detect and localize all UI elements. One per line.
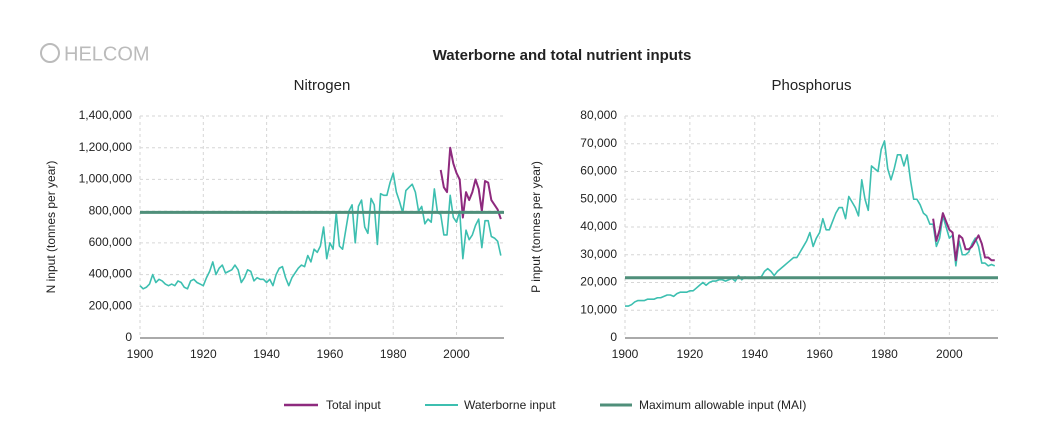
y-axis-label: P input (tonnes per year) bbox=[529, 161, 543, 293]
chart-title: Waterborne and total nutrient inputs bbox=[433, 47, 692, 64]
x-tick-label: 1900 bbox=[127, 347, 154, 361]
x-tick-label: 1940 bbox=[741, 347, 768, 361]
x-tick-label: 1940 bbox=[253, 347, 280, 361]
y-tick-label: 200,000 bbox=[89, 298, 133, 312]
x-tick-label: 1920 bbox=[677, 347, 704, 361]
y-tick-label: 1,200,000 bbox=[79, 140, 133, 154]
x-tick-label: 2000 bbox=[443, 347, 470, 361]
x-tick-label: 1980 bbox=[871, 347, 898, 361]
x-tick-label: 2000 bbox=[936, 347, 963, 361]
data-line bbox=[932, 212, 995, 262]
x-tick-label: 1980 bbox=[380, 347, 407, 361]
x-tick-label: 1960 bbox=[806, 347, 833, 361]
y-tick-label: 20,000 bbox=[580, 275, 617, 289]
x-tick-label: 1960 bbox=[317, 347, 344, 361]
x-tick-label: 1920 bbox=[190, 347, 217, 361]
logo: HELCOM bbox=[40, 43, 150, 65]
subplot-title: Phosphorus bbox=[771, 77, 851, 94]
y-tick-label: 0 bbox=[610, 330, 617, 344]
y-tick-label: 80,000 bbox=[580, 108, 617, 122]
y-axis-label: N input (tonnes per year) bbox=[44, 161, 58, 294]
y-tick-label: 60,000 bbox=[580, 164, 617, 178]
y-tick-label: 30,000 bbox=[580, 247, 617, 261]
y-tick-label: 40,000 bbox=[580, 219, 617, 233]
y-tick-label: 800,000 bbox=[89, 203, 133, 217]
logo-text: HELCOM bbox=[64, 43, 150, 65]
y-tick-label: 70,000 bbox=[580, 136, 617, 150]
legend-label: Total input bbox=[326, 398, 381, 412]
data-line bbox=[439, 146, 502, 220]
subplot-title: Nitrogen bbox=[294, 77, 351, 94]
data-line bbox=[139, 172, 502, 290]
legend: Total input Waterborne input Maximum all… bbox=[284, 398, 806, 412]
y-tick-label: 1,000,000 bbox=[79, 172, 133, 186]
y-tick-label: 600,000 bbox=[89, 235, 133, 249]
y-tick-label: 0 bbox=[125, 330, 132, 344]
y-tick-label: 50,000 bbox=[580, 191, 617, 205]
legend-label: Maximum allowable input (MAI) bbox=[639, 398, 806, 412]
logo-icon bbox=[40, 43, 60, 63]
y-tick-label: 400,000 bbox=[89, 267, 133, 281]
y-tick-label: 1,400,000 bbox=[79, 108, 133, 122]
data-line bbox=[625, 140, 996, 307]
legend-label: Waterborne input bbox=[464, 398, 556, 412]
y-tick-label: 10,000 bbox=[580, 302, 617, 316]
x-tick-label: 1900 bbox=[612, 347, 639, 361]
